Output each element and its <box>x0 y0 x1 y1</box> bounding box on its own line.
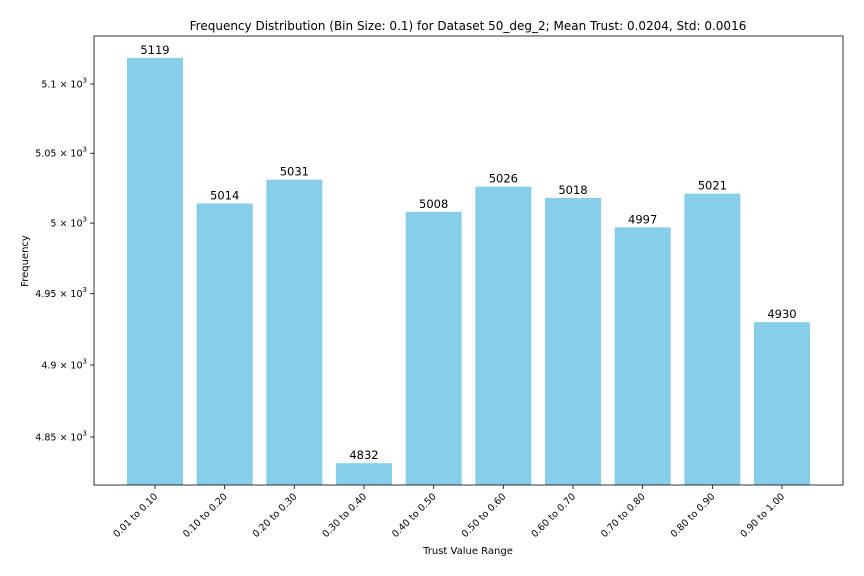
bar-7 <box>545 197 601 486</box>
x-tick-label: 0.80 to 0.90 <box>669 491 718 540</box>
y-tick-label: 4.95 × 103 <box>35 286 87 300</box>
x-tick-label: 0.01 to 0.10 <box>111 491 160 540</box>
x-tick-label: 0.30 to 0.40 <box>320 491 369 540</box>
bar-value-label: 4832 <box>349 448 378 462</box>
y-tick-label: 5.1 × 103 <box>41 77 87 91</box>
bar-value-labels: 5119 5014 5031 4832 5008 5026 5018 4997 5021 4930 <box>140 43 796 462</box>
x-tick-label: 0.40 to 0.50 <box>390 491 439 540</box>
bar-value-label: 5021 <box>698 179 727 193</box>
bar-value-label: 4997 <box>628 212 657 226</box>
bar-value-label: 5026 <box>489 172 518 186</box>
y-tick-label: 4.9 × 103 <box>41 358 87 372</box>
x-tick-label: 0.70 to 0.80 <box>599 491 648 540</box>
bar-10 <box>754 322 810 485</box>
y-axis: 4.85 × 103 4.9 × 103 4.95 × 103 5 × 103 5.05… <box>35 77 94 444</box>
bar-1 <box>127 57 183 485</box>
y-axis-label: Frequency <box>20 235 31 287</box>
x-tick-label: 0.60 to 0.70 <box>529 491 578 540</box>
bar-value-label: 5014 <box>210 188 239 202</box>
bar-value-label: 5119 <box>140 43 169 57</box>
x-axis: 0.01 to 0.10 0.10 to 0.20 0.20 to 0.30 0.30… <box>111 485 787 540</box>
chart-title: Frequency Distribution (Bin Size: 0.1) f… <box>190 19 747 33</box>
bars-group <box>127 57 810 486</box>
bar-value-label: 4930 <box>767 307 796 321</box>
bar-6 <box>475 186 532 485</box>
y-tick-label: 5.05 × 103 <box>35 146 87 160</box>
bar-value-label: 5018 <box>558 183 587 197</box>
bar-8 <box>614 227 671 485</box>
x-tick-label: 0.90 to 1.00 <box>738 491 787 540</box>
x-tick-label: 0.50 to 0.60 <box>460 491 509 540</box>
x-tick-label: 0.10 to 0.20 <box>181 491 230 540</box>
bar-value-label: 5031 <box>280 165 309 179</box>
bar-value-label: 5008 <box>419 197 448 211</box>
bar-4 <box>336 463 392 485</box>
bar-2 <box>196 203 253 485</box>
bar-9 <box>684 193 741 485</box>
y-tick-label: 4.85 × 103 <box>35 430 87 444</box>
x-axis-label: Trust Value Range <box>422 546 513 557</box>
x-tick-label: 0.20 to 0.30 <box>251 491 300 540</box>
plot-frame <box>93 35 844 486</box>
bar-5 <box>405 211 462 485</box>
bar-3 <box>266 179 323 486</box>
y-tick-label: 5 × 103 <box>50 216 87 230</box>
